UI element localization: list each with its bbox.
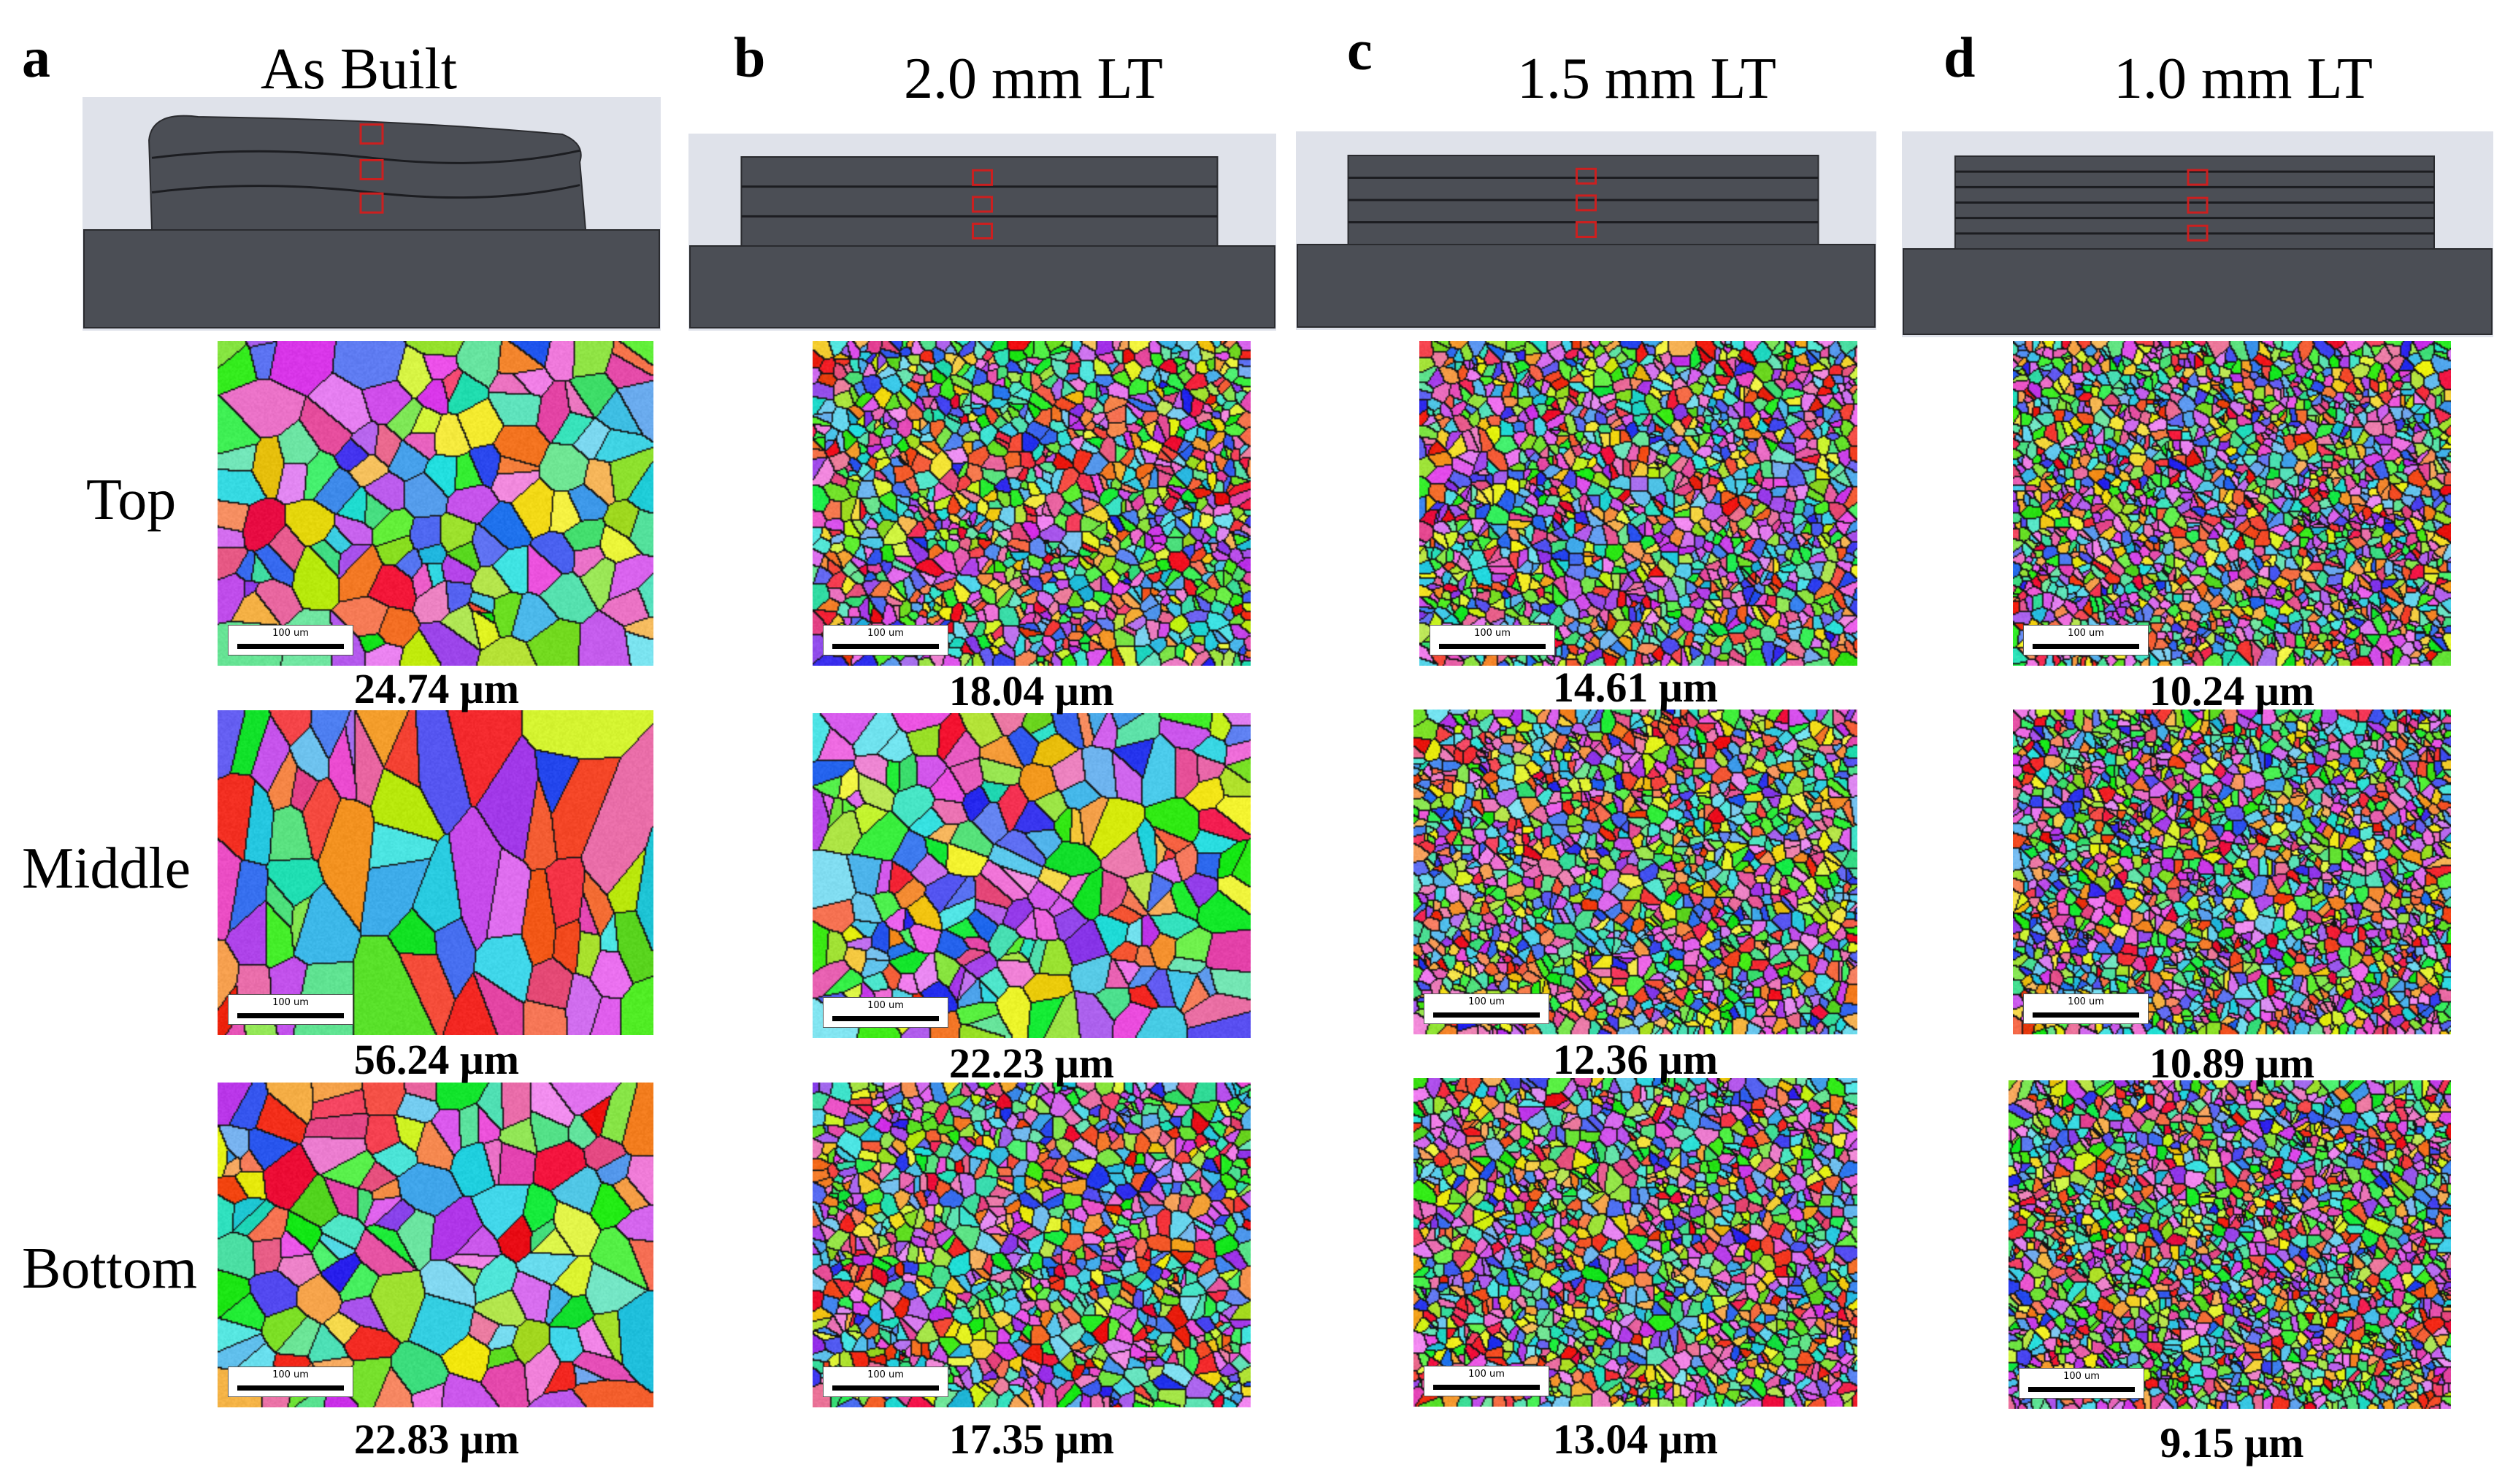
grain-size-as-built-bottom: 22.83 μm <box>353 1415 520 1463</box>
row-label-bottom: Bottom <box>22 1237 198 1301</box>
panel-letter-b: b <box>734 26 766 89</box>
ebsd-map-as-built-bottom: 100 um <box>218 1083 653 1407</box>
grain-size-1-5mm-top: 14.61 μm <box>1552 664 1719 711</box>
column-title-2mm: 2.0 mm LT <box>904 47 1163 111</box>
column-title-1-5mm: 1.5 mm LT <box>1517 47 1776 111</box>
ebsd-map-2mm-bottom: 100 um <box>813 1083 1251 1407</box>
panel-letter-c: c <box>1347 18 1373 82</box>
scale-bar: 100 um <box>823 997 948 1028</box>
scale-bar: 100 um <box>1424 993 1549 1024</box>
substrate <box>1297 244 1876 328</box>
substrate <box>689 245 1275 328</box>
ebsd-map-2mm-middle: 100 um <box>813 713 1251 1038</box>
schematic-as-built <box>83 97 661 331</box>
ebsd-map-1mm-top: 100 um <box>2013 341 2451 666</box>
ebsd-map-1mm-bottom: 100 um <box>2009 1080 2451 1409</box>
grain-size-2mm-bottom: 17.35 μm <box>948 1415 1115 1463</box>
deposit <box>740 156 1219 247</box>
column-title-1mm: 1.0 mm LT <box>2114 47 2373 111</box>
sample-location-marker <box>972 196 993 213</box>
ebsd-map-2mm-top: 100 um <box>813 341 1251 666</box>
sample-location-marker <box>1576 167 1597 185</box>
layer-line <box>151 149 580 164</box>
schematic-1-5mm <box>1296 131 1876 330</box>
grain-size-2mm-middle: 22.23 μm <box>948 1039 1115 1087</box>
scale-bar: 100 um <box>228 1366 353 1397</box>
grain-size-as-built-top: 24.74 μm <box>353 665 520 712</box>
sample-location-marker <box>359 159 384 180</box>
scale-bar: 100 um <box>2023 993 2149 1024</box>
sample-location-marker <box>359 192 384 214</box>
schematic-2mm <box>688 134 1276 331</box>
scale-bar: 100 um <box>2019 1368 2144 1399</box>
sample-location-marker <box>972 169 993 186</box>
ebsd-map-1-5mm-bottom: 100 um <box>1413 1078 1857 1407</box>
grain-size-1-5mm-middle: 12.36 μm <box>1552 1036 1719 1083</box>
ebsd-map-1mm-middle: 100 um <box>2013 710 2451 1034</box>
grain-size-1mm-middle: 10.89 μm <box>2149 1039 2315 1087</box>
sample-location-marker <box>2187 169 2209 186</box>
layer-line <box>151 184 580 199</box>
sample-location-marker <box>359 123 384 145</box>
substrate <box>83 229 660 328</box>
sample-location-marker <box>1576 221 1597 238</box>
column-title-as-built: As Built <box>261 37 457 101</box>
scale-bar: 100 um <box>823 625 948 656</box>
grain-size-1mm-bottom: 9.15 μm <box>2160 1419 2304 1466</box>
sample-location-marker <box>2187 196 2209 214</box>
scale-bar: 100 um <box>823 1366 948 1397</box>
grain-size-2mm-top: 18.04 μm <box>948 667 1115 715</box>
sample-location-marker <box>972 223 993 239</box>
sample-location-marker <box>1576 194 1597 212</box>
ebsd-map-as-built-top: 100 um <box>218 341 653 666</box>
ebsd-map-1-5mm-middle: 100 um <box>1413 710 1857 1034</box>
panel-letter-a: a <box>22 26 50 89</box>
grain-size-1-5mm-bottom: 13.04 μm <box>1552 1415 1719 1463</box>
grain-size-as-built-middle: 56.24 μm <box>353 1036 520 1083</box>
sample-location-marker <box>2187 224 2209 242</box>
substrate <box>1903 248 2493 335</box>
deposit <box>148 115 587 231</box>
scale-bar: 100 um <box>2023 625 2149 656</box>
scale-bar: 100 um <box>1424 1366 1549 1396</box>
ebsd-map-as-built-middle: 100 um <box>218 710 653 1035</box>
row-label-middle: Middle <box>22 837 191 901</box>
schematic-1mm <box>1902 131 2493 337</box>
scale-bar: 100 um <box>228 994 353 1025</box>
ebsd-map-1-5mm-top: 100 um <box>1419 341 1857 666</box>
grain-size-1mm-top: 10.24 μm <box>2149 667 2315 715</box>
scale-bar: 100 um <box>1430 625 1555 656</box>
row-label-top: Top <box>86 468 177 532</box>
scale-bar: 100 um <box>228 625 353 656</box>
panel-letter-d: d <box>1944 26 1976 89</box>
